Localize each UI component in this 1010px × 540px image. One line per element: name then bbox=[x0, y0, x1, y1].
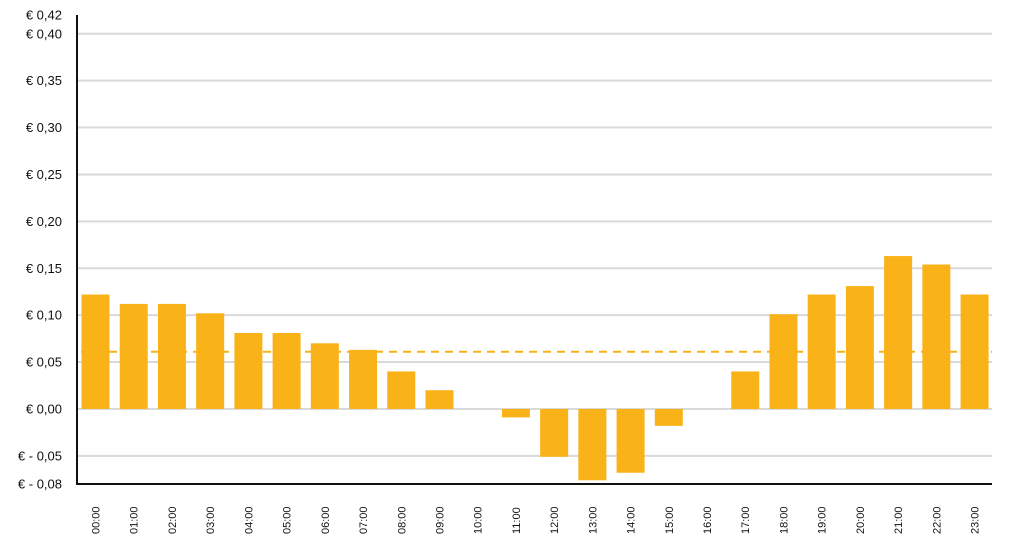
bar bbox=[769, 314, 798, 409]
y-tick-label: € 0,35 bbox=[26, 73, 62, 88]
bar bbox=[922, 264, 951, 409]
y-tick-labels: € 0,42 € 0,40 € 0,35 € 0,30 € 0,25 € 0,20 € 0,… bbox=[18, 8, 62, 492]
bar bbox=[501, 408, 530, 418]
x-tick-label: 13:00 bbox=[587, 506, 599, 534]
x-tick-label: 06:00 bbox=[320, 506, 332, 534]
y-tick-label: € 0,42 bbox=[26, 8, 62, 23]
bar bbox=[349, 349, 378, 409]
bar bbox=[540, 408, 569, 457]
x-tick-label: 16:00 bbox=[702, 506, 714, 534]
bar bbox=[884, 256, 913, 409]
bar bbox=[425, 390, 454, 409]
x-tick-label: 19:00 bbox=[817, 506, 829, 534]
x-tick-label: 14:00 bbox=[626, 506, 638, 534]
x-tick-label: 01:00 bbox=[129, 506, 141, 534]
bar bbox=[654, 408, 683, 426]
bar bbox=[119, 303, 148, 409]
y-tick-label: € 0,40 bbox=[26, 26, 62, 41]
x-tick-label: 04:00 bbox=[243, 506, 255, 534]
y-tick-label: € 0,05 bbox=[26, 355, 62, 370]
bars bbox=[81, 256, 989, 481]
axes bbox=[76, 15, 992, 485]
x-tick-label: 23:00 bbox=[970, 506, 982, 534]
x-tick-label: 08:00 bbox=[396, 506, 408, 534]
y-tick-label: € - 0,05 bbox=[18, 448, 62, 463]
x-tick-label: 03:00 bbox=[205, 506, 217, 534]
bar bbox=[272, 332, 301, 409]
x-tick-label: 00:00 bbox=[91, 506, 103, 534]
x-tick-label: 10:00 bbox=[473, 506, 485, 534]
bar bbox=[387, 371, 416, 409]
bar bbox=[845, 286, 874, 409]
y-tick-label: € - 0,08 bbox=[18, 477, 62, 492]
bar bbox=[157, 303, 186, 409]
bar bbox=[196, 313, 225, 409]
x-tick-label: 18:00 bbox=[778, 506, 790, 534]
x-tick-label: 07:00 bbox=[358, 506, 370, 534]
x-tick-label: 02:00 bbox=[167, 506, 179, 534]
x-tick-label: 11:00 bbox=[511, 507, 523, 534]
y-tick-label: € 0,10 bbox=[26, 308, 62, 323]
x-tick-label: 12:00 bbox=[549, 506, 561, 534]
y-tick-label: € 0,15 bbox=[26, 261, 62, 276]
x-tick-labels: 00:00 01:00 02:00 03:00 04:00 05:00 06:00 07:00… bbox=[91, 506, 982, 534]
x-tick-label: 17:00 bbox=[740, 506, 752, 534]
y-tick-label: € 0,25 bbox=[26, 167, 62, 182]
bar bbox=[310, 343, 339, 409]
x-tick-label: 05:00 bbox=[282, 506, 294, 534]
bar bbox=[731, 371, 760, 409]
bar bbox=[578, 408, 607, 481]
x-tick-label: 15:00 bbox=[664, 506, 676, 534]
x-tick-label: 22:00 bbox=[931, 506, 943, 534]
y-tick-label: € 0,20 bbox=[26, 214, 62, 229]
y-tick-label: € 0,00 bbox=[26, 401, 62, 416]
x-tick-label: 21:00 bbox=[893, 506, 905, 534]
bar bbox=[234, 332, 263, 409]
bar bbox=[616, 408, 645, 473]
y-tick-label: € 0,30 bbox=[26, 120, 62, 135]
gridlines bbox=[77, 32, 992, 457]
x-tick-label: 09:00 bbox=[434, 506, 446, 534]
x-tick-label: 20:00 bbox=[855, 506, 867, 534]
